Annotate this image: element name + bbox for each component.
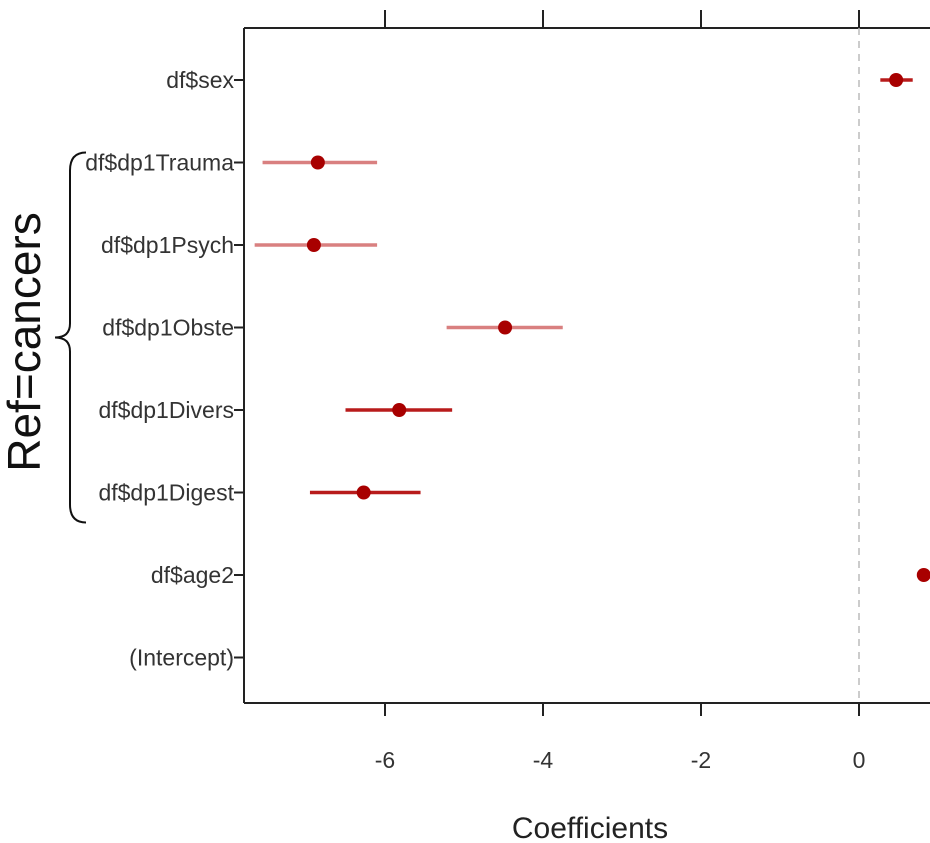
- x-tick-label: 0: [853, 747, 866, 773]
- y-tick-label: df$sex: [166, 67, 234, 93]
- estimate-point: [310, 155, 325, 170]
- estimate-point: [916, 568, 930, 582]
- y-tick-labels: df$sex df$dp1Trauma df$dp1Psych df$dp1Obste…: [85, 67, 244, 671]
- y-tick-label: df$dp1Psych: [101, 232, 234, 258]
- estimate-points: [306, 73, 930, 582]
- x-axis-title: Coefficients: [512, 812, 668, 843]
- estimate-point: [356, 485, 371, 500]
- y-tick-label: (Intercept): [129, 645, 234, 671]
- x-ticks: -6 -4 -2 0: [375, 10, 866, 773]
- estimate-point: [306, 238, 321, 252]
- confidence-intervals: [254, 78, 927, 577]
- estimate-point: [889, 73, 904, 87]
- estimate-point: [498, 320, 513, 335]
- x-tick-label: -2: [691, 747, 711, 773]
- x-tick-label: -6: [375, 747, 395, 773]
- y-tick-label: df$dp1Digest: [98, 480, 234, 506]
- group-annotation: Ref=cancers: [0, 151, 87, 524]
- estimate-point: [392, 403, 407, 417]
- y-tick-label: df$dp1Trauma: [85, 150, 234, 176]
- group-label: Ref=cancers: [0, 212, 50, 472]
- y-tick-label: df$age2: [151, 562, 234, 588]
- axes: [243, 27, 930, 704]
- group-brace: [54, 151, 87, 524]
- x-tick-label: -4: [533, 747, 554, 773]
- y-tick-label: df$dp1Divers: [98, 397, 234, 423]
- y-tick-label: df$dp1Obste: [102, 315, 234, 341]
